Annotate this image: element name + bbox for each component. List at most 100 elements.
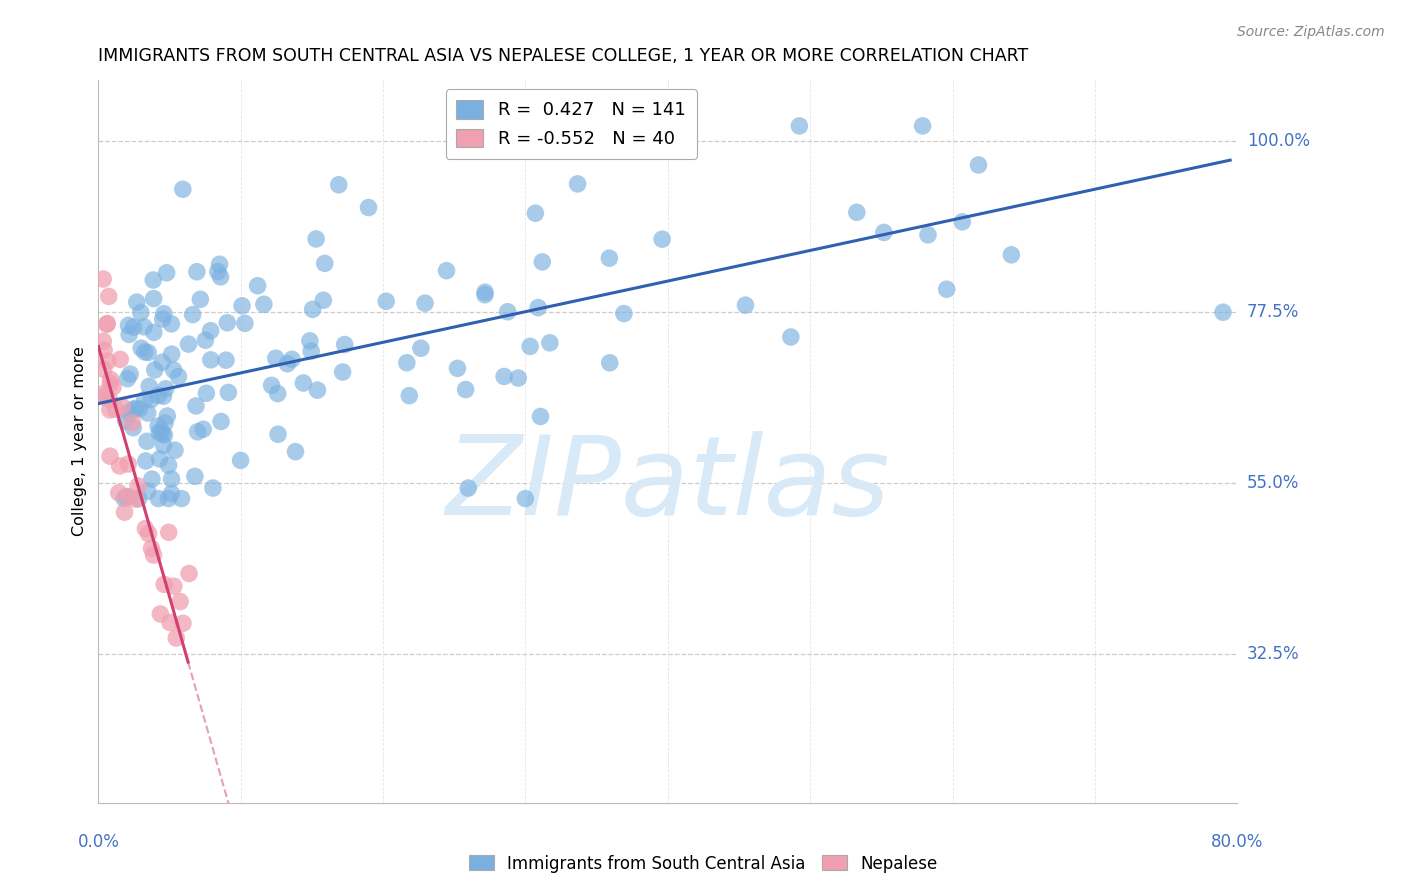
Point bbox=[139, 392, 162, 407]
Point bbox=[98, 449, 121, 463]
Point bbox=[281, 352, 304, 367]
Point bbox=[967, 158, 990, 172]
Point bbox=[333, 337, 356, 351]
Text: 77.5%: 77.5% bbox=[1247, 303, 1299, 321]
Point bbox=[156, 409, 179, 423]
Point bbox=[107, 485, 129, 500]
Point bbox=[114, 414, 136, 428]
Point bbox=[217, 316, 239, 330]
Point bbox=[264, 351, 287, 366]
Point bbox=[155, 382, 177, 396]
Point bbox=[134, 522, 156, 536]
Point bbox=[96, 318, 118, 332]
Point bbox=[357, 201, 380, 215]
Point bbox=[436, 263, 458, 277]
Point bbox=[91, 390, 114, 404]
Legend: R =  0.427   N = 141, R = -0.552   N = 40: R = 0.427 N = 141, R = -0.552 N = 40 bbox=[446, 89, 696, 159]
Point bbox=[98, 392, 121, 407]
Point bbox=[129, 305, 152, 319]
Point bbox=[1000, 248, 1022, 262]
Point bbox=[117, 490, 139, 504]
Point bbox=[98, 403, 121, 417]
Point bbox=[177, 566, 200, 581]
Point bbox=[98, 376, 121, 391]
Point bbox=[613, 307, 636, 321]
Text: 100.0%: 100.0% bbox=[1247, 132, 1310, 150]
Point bbox=[127, 479, 149, 493]
Point bbox=[651, 232, 673, 246]
Point bbox=[292, 376, 315, 390]
Point bbox=[950, 215, 973, 229]
Point bbox=[780, 330, 803, 344]
Point bbox=[148, 491, 170, 506]
Point bbox=[117, 372, 139, 386]
Point bbox=[190, 293, 212, 307]
Point bbox=[172, 616, 194, 631]
Point bbox=[1212, 305, 1234, 319]
Point bbox=[474, 285, 496, 300]
Point bbox=[496, 304, 519, 318]
Text: 80.0%: 80.0% bbox=[1211, 833, 1264, 851]
Point bbox=[108, 458, 131, 473]
Point bbox=[524, 206, 547, 220]
Point bbox=[207, 265, 229, 279]
Text: 55.0%: 55.0% bbox=[1247, 475, 1299, 492]
Point bbox=[91, 272, 114, 286]
Point bbox=[97, 354, 120, 368]
Point bbox=[531, 255, 554, 269]
Point bbox=[454, 383, 477, 397]
Point bbox=[162, 363, 184, 377]
Point bbox=[186, 265, 208, 279]
Point bbox=[136, 434, 159, 449]
Legend: Immigrants from South Central Asia, Nepalese: Immigrants from South Central Asia, Nepa… bbox=[461, 848, 945, 880]
Point bbox=[136, 345, 159, 359]
Point bbox=[217, 385, 239, 400]
Point bbox=[208, 257, 231, 271]
Point bbox=[121, 416, 143, 430]
Point bbox=[100, 373, 122, 387]
Point bbox=[97, 289, 120, 303]
Point bbox=[260, 378, 283, 392]
Point bbox=[152, 389, 174, 403]
Point bbox=[143, 363, 166, 377]
Point bbox=[122, 320, 145, 334]
Point bbox=[598, 251, 620, 265]
Point bbox=[314, 256, 336, 270]
Point bbox=[134, 392, 156, 407]
Point bbox=[136, 484, 159, 499]
Point bbox=[911, 119, 934, 133]
Point bbox=[307, 383, 329, 397]
Point bbox=[276, 357, 298, 371]
Point bbox=[125, 492, 148, 507]
Point bbox=[187, 425, 209, 439]
Point bbox=[457, 481, 479, 495]
Point bbox=[515, 491, 537, 506]
Point bbox=[734, 298, 756, 312]
Point bbox=[375, 294, 398, 309]
Point bbox=[135, 454, 157, 468]
Point bbox=[332, 365, 354, 379]
Point bbox=[529, 409, 551, 424]
Text: IMMIGRANTS FROM SOUTH CENTRAL ASIA VS NEPALESE COLLEGE, 1 YEAR OR MORE CORRELATI: IMMIGRANTS FROM SOUTH CENTRAL ASIA VS NE… bbox=[98, 47, 1029, 65]
Point bbox=[159, 615, 181, 630]
Point bbox=[153, 577, 176, 591]
Point bbox=[305, 232, 328, 246]
Point bbox=[129, 341, 152, 355]
Point bbox=[141, 541, 163, 556]
Point bbox=[91, 334, 114, 349]
Point bbox=[163, 443, 186, 458]
Point bbox=[873, 226, 896, 240]
Y-axis label: College, 1 year or more: College, 1 year or more bbox=[72, 347, 87, 536]
Point bbox=[246, 278, 269, 293]
Point bbox=[229, 453, 252, 467]
Point bbox=[124, 401, 146, 416]
Point bbox=[169, 594, 191, 608]
Text: 0.0%: 0.0% bbox=[77, 833, 120, 851]
Point bbox=[267, 427, 290, 442]
Point bbox=[233, 317, 256, 331]
Point bbox=[141, 472, 163, 486]
Point bbox=[125, 295, 148, 310]
Point bbox=[508, 371, 530, 385]
Point bbox=[194, 333, 217, 347]
Point bbox=[138, 379, 160, 393]
